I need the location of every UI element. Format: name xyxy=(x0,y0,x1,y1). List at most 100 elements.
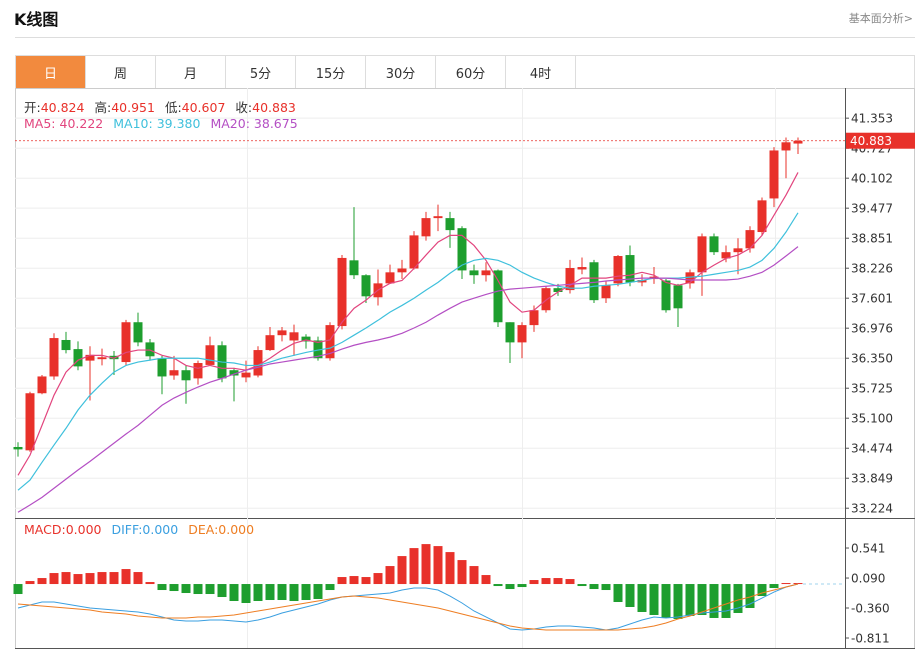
candle-body xyxy=(181,370,191,381)
candle-body xyxy=(589,262,599,301)
candle-body xyxy=(385,272,395,284)
y-tick-label: 41.353 xyxy=(851,112,893,126)
ma-legend: MA5: 40.222 MA10: 39.380 MA20: 38.675 xyxy=(24,116,308,131)
candle-body xyxy=(625,255,635,283)
legend-item: DIFF:0.000 xyxy=(111,522,178,537)
candle-body xyxy=(409,235,419,269)
y-tick-label: 33.849 xyxy=(851,472,893,486)
candle-body xyxy=(529,310,539,326)
macd-bar xyxy=(625,584,635,607)
candle-body xyxy=(469,270,479,276)
macd-bar xyxy=(517,584,527,588)
candle-body xyxy=(85,354,95,361)
macd-bar xyxy=(493,584,503,587)
ohlc-value: 40.824 xyxy=(40,100,85,115)
candle-body xyxy=(49,338,59,377)
period-tab[interactable]: 周 xyxy=(86,56,156,88)
macd-bar xyxy=(589,584,599,590)
candle-body xyxy=(205,345,215,365)
period-tab[interactable]: 4时 xyxy=(506,56,576,88)
macd-bar xyxy=(97,572,107,585)
macd-bar xyxy=(361,577,371,585)
y-tick-label: 34.474 xyxy=(851,442,893,456)
ohlc-label: 低: xyxy=(164,100,182,115)
macd-bar xyxy=(781,583,791,585)
macd-bar xyxy=(349,576,359,585)
macd-bar xyxy=(289,584,299,602)
candle-body xyxy=(133,322,143,343)
period-tab[interactable]: 60分 xyxy=(436,56,506,88)
legend-value: 0.000 xyxy=(218,522,255,537)
macd-bar xyxy=(301,584,311,601)
period-tab[interactable]: 15分 xyxy=(296,56,366,88)
ohlc-item: 开:40.824 xyxy=(24,100,84,115)
legend-item: MA5: 40.222 xyxy=(24,116,103,131)
candle-body xyxy=(37,376,47,394)
y-tick-label: 33.224 xyxy=(851,502,893,516)
ohlc-label: 高: xyxy=(94,100,112,115)
candle-body xyxy=(325,325,335,359)
y-tick-label: 35.725 xyxy=(851,382,893,396)
candle-body xyxy=(109,355,119,360)
candle-body xyxy=(277,330,287,336)
candle-body xyxy=(685,272,695,284)
macd-bar xyxy=(649,584,659,615)
candle-body xyxy=(169,370,179,376)
macd-bar xyxy=(325,584,335,591)
candle-body xyxy=(433,216,443,219)
candle-body xyxy=(97,357,107,360)
candle-body xyxy=(481,270,491,276)
candle-body xyxy=(709,236,719,253)
legend-item: DEA:0.000 xyxy=(188,522,254,537)
macd-bar xyxy=(85,573,95,585)
candle-body xyxy=(121,322,131,363)
fundamental-link[interactable]: 基本面分析> xyxy=(848,12,913,25)
candle-body xyxy=(157,358,167,377)
macd-bar xyxy=(673,584,683,619)
ohlc-label: 开: xyxy=(24,100,41,115)
y-tick-label: 0.541 xyxy=(851,542,885,556)
candle-body xyxy=(265,335,275,351)
macd-bar xyxy=(277,584,287,601)
period-tab[interactable]: 月 xyxy=(156,56,226,88)
y-tick-label: 36.350 xyxy=(851,352,893,366)
candle-body xyxy=(781,142,791,151)
candle-body xyxy=(61,339,71,351)
period-tab[interactable]: 5分 xyxy=(226,56,296,88)
candle-body xyxy=(289,332,299,341)
macd-bar xyxy=(433,546,443,585)
legend-name: DIFF: xyxy=(111,522,143,537)
last-price-label: 40.883 xyxy=(850,134,892,148)
candle-body xyxy=(313,340,323,359)
candle-body xyxy=(601,285,611,299)
ohlc-value: 40.607 xyxy=(181,100,226,115)
macd-bar xyxy=(157,584,167,591)
candle-body xyxy=(73,349,83,367)
candle-body xyxy=(229,370,239,376)
macd-bar xyxy=(505,584,515,590)
macd-bar xyxy=(553,578,563,585)
macd-bar xyxy=(421,544,431,585)
grid-layer: 41.35340.72740.10239.47738.85138.22637.6… xyxy=(15,112,893,646)
legend-value: 38.675 xyxy=(253,116,298,131)
macd-bar xyxy=(469,566,479,585)
period-tab[interactable]: 30分 xyxy=(366,56,436,88)
ohlc-info: 开:40.824 高:40.951 低:40.607 收:40.883 xyxy=(24,97,306,116)
candle-body xyxy=(301,336,311,342)
top-layer: 40.883 xyxy=(15,132,915,149)
candle-body xyxy=(661,280,671,311)
macd-bar xyxy=(253,584,263,602)
macd-bar xyxy=(61,572,71,585)
y-tick-label: 40.102 xyxy=(851,172,893,186)
macd-bar xyxy=(685,584,695,616)
candle-body xyxy=(445,218,455,231)
ma-line xyxy=(17,246,799,513)
macd-bar xyxy=(661,584,671,618)
legend-name: DEA: xyxy=(188,522,219,537)
period-tab[interactable]: 日 xyxy=(16,56,86,88)
candle-body xyxy=(757,200,767,233)
divider xyxy=(15,37,915,38)
macd-line xyxy=(17,583,799,631)
ma-line xyxy=(17,172,799,476)
